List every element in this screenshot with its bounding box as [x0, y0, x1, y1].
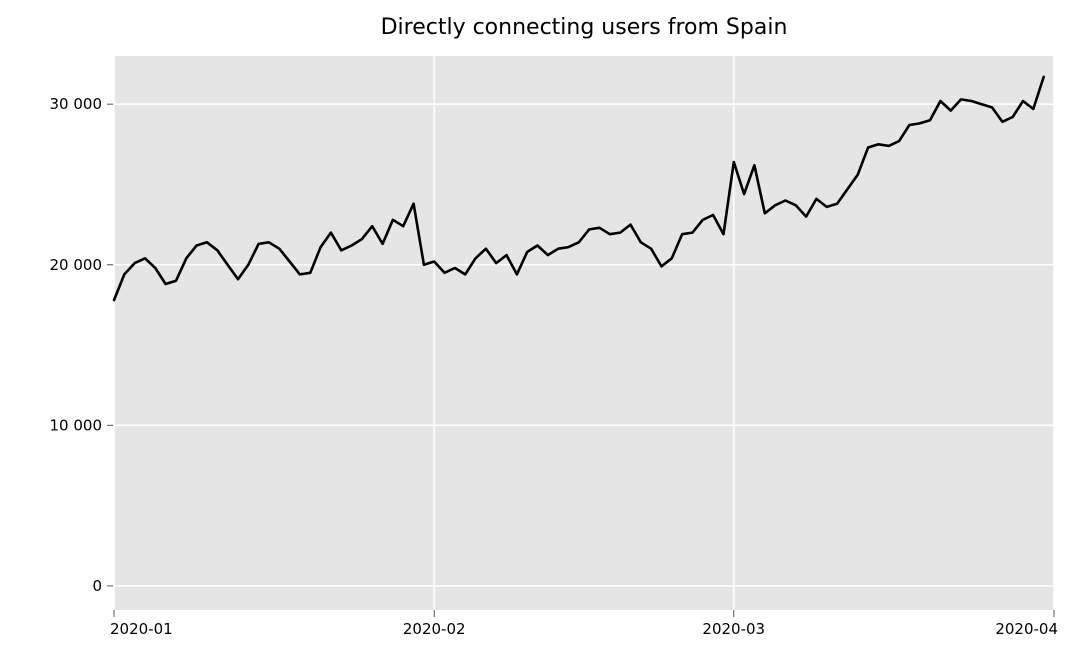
y-tick-label: 0	[92, 577, 102, 595]
x-tick-label: 2020-03	[702, 620, 765, 638]
x-tick-label: 2020-01	[110, 620, 173, 638]
plot-area	[114, 56, 1054, 610]
chart-svg: 0 10 000 20 000 30 000 2020-01 2020-02 2020-03…	[0, 0, 1080, 666]
y-tick-label: 20 000	[50, 256, 103, 274]
y-tick-label: 10 000	[50, 416, 103, 434]
x-tick-label: 2020-04	[995, 620, 1058, 638]
chart-container: 0 10 000 20 000 30 000 2020-01 2020-02 2020-03…	[0, 0, 1080, 666]
y-tick-label: 30 000	[50, 95, 103, 113]
chart-title: Directly connecting users from Spain	[381, 15, 788, 40]
x-tick-label: 2020-02	[403, 620, 466, 638]
